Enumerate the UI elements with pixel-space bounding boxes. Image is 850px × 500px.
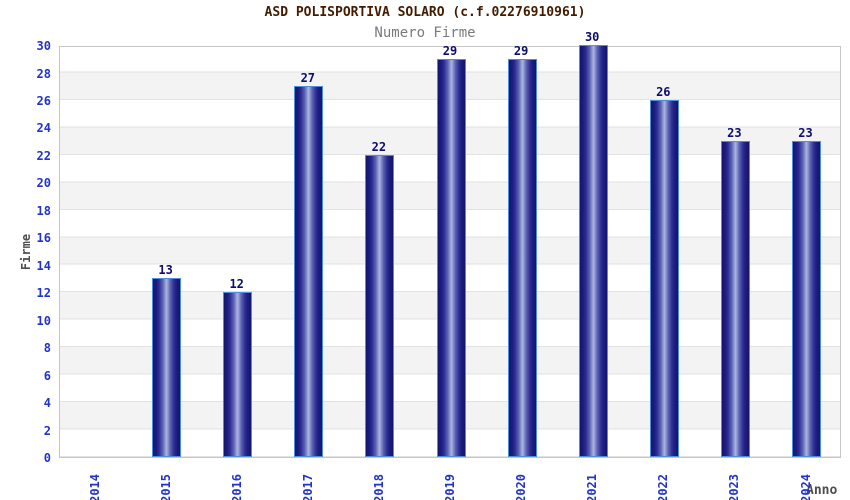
bar-value-label: 29 xyxy=(442,44,458,58)
y-tick-label: 14 xyxy=(36,258,51,273)
y-tick-label: 16 xyxy=(36,231,51,246)
y-tick-label: 10 xyxy=(36,313,51,328)
x-tick-label: 2021 xyxy=(585,474,600,500)
x-tick-label: 2015 xyxy=(158,474,173,500)
bar xyxy=(365,155,395,457)
bar xyxy=(578,45,608,457)
x-tick-label: 2017 xyxy=(300,474,315,500)
bar-value-label: 13 xyxy=(158,263,173,277)
y-tick-label: 28 xyxy=(36,66,51,81)
bar-value-label: 12 xyxy=(229,277,244,291)
bar-value-label: 30 xyxy=(584,30,600,44)
bar xyxy=(720,141,750,457)
x-axis-label: Anno xyxy=(806,483,838,498)
y-tick-label: 20 xyxy=(36,176,51,191)
x-tick-label: 2024 xyxy=(798,474,813,500)
bar xyxy=(436,59,466,457)
y-tick-label: 22 xyxy=(36,148,51,163)
y-tick-label: 2 xyxy=(43,423,51,438)
x-tick-label: 2014 xyxy=(87,474,102,500)
bar-value-label: 23 xyxy=(798,126,813,140)
bar-value-label: 26 xyxy=(656,85,671,99)
x-tick-label: 2022 xyxy=(656,474,671,500)
x-tick-label: 2023 xyxy=(727,474,742,500)
plot-area xyxy=(59,45,841,458)
x-tick-label: 2019 xyxy=(443,474,457,500)
y-tick-label: 18 xyxy=(36,203,51,218)
chart-title: ASD POLISPORTIVA SOLARO (c.f.02276910961… xyxy=(264,5,586,20)
y-tick-label: 6 xyxy=(43,368,51,383)
y-tick-label: 8 xyxy=(43,341,51,356)
chart-subtitle: Numero Firme xyxy=(374,25,476,41)
bar-value-label: 27 xyxy=(300,71,316,85)
bar-value-label: 23 xyxy=(727,126,742,140)
bar xyxy=(792,141,821,457)
y-tick-label: 26 xyxy=(36,93,51,108)
bar xyxy=(294,86,324,457)
bar-value-label: 22 xyxy=(371,140,387,154)
bar xyxy=(152,278,182,457)
bar-value-label: 29 xyxy=(513,44,529,58)
y-tick-label: 24 xyxy=(36,121,51,136)
y-tick-label: 12 xyxy=(36,286,51,301)
x-tick-label: 2018 xyxy=(371,474,386,500)
bar xyxy=(223,292,253,457)
y-tick-label: 0 xyxy=(43,451,51,465)
bar xyxy=(507,59,537,457)
bar xyxy=(649,100,679,457)
y-tick-label: 4 xyxy=(43,396,51,411)
x-tick-label: 2020 xyxy=(514,474,529,500)
y-tick-label: 30 xyxy=(36,39,51,53)
x-tick-label: 2016 xyxy=(229,474,244,500)
